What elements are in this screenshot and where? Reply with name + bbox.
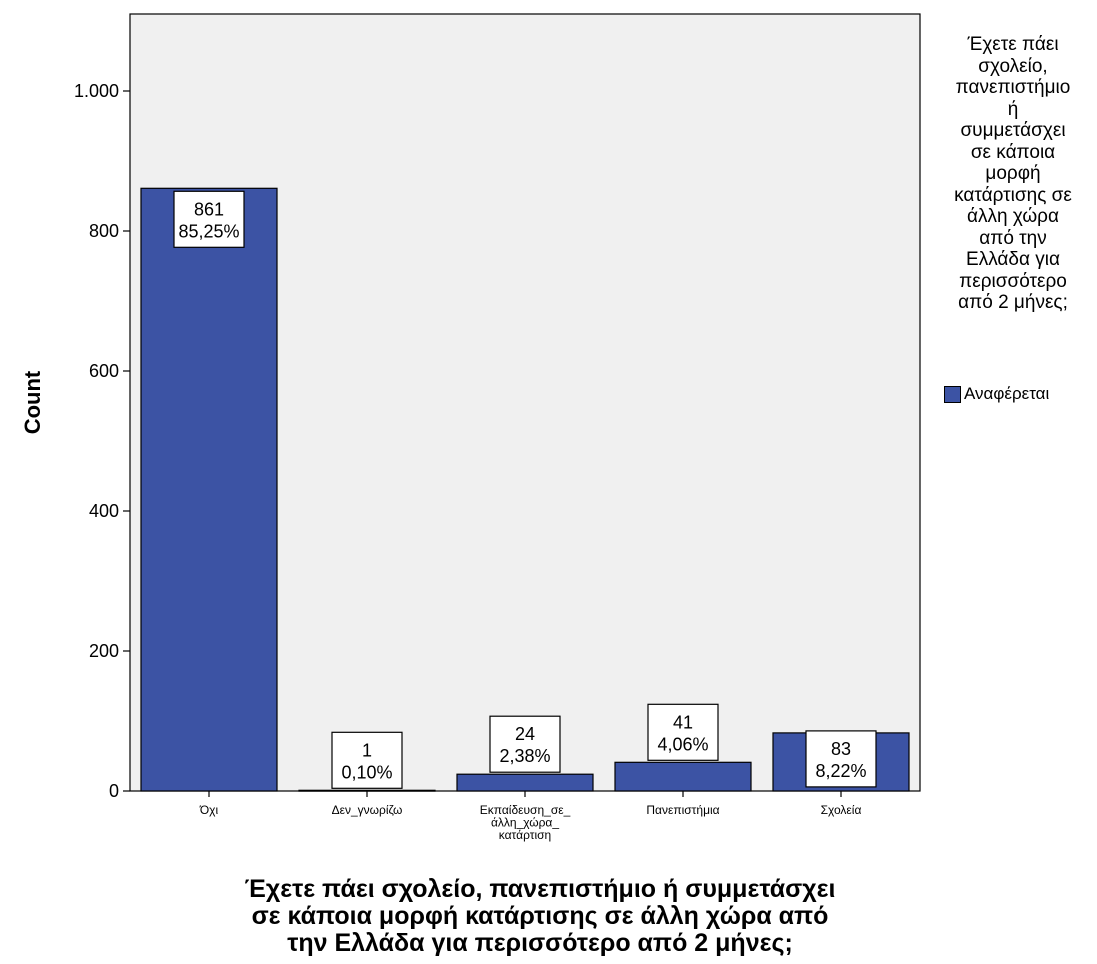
x-axis-title-line: την Ελλάδα για περισσότερο από 2 μήνες; (287, 929, 793, 957)
y-tick-label: 400 (89, 501, 119, 521)
legend-title-line: από την (979, 227, 1047, 249)
bars-group (140, 187, 910, 792)
x-tick-label: Όχι (199, 803, 219, 817)
y-tick-label: 0 (109, 781, 119, 801)
y-tick-label: 800 (89, 221, 119, 241)
data-label-percent: 4,06% (657, 734, 708, 754)
legend-title-line: Ελλάδα για (966, 249, 1060, 270)
x-axis-title-line: σε κάποια μορφή κατάρτισης σε άλλη χώρα … (251, 902, 829, 930)
legend-title-line: Έχετε πάει (967, 34, 1059, 55)
legend-title-line: ή (1007, 98, 1019, 120)
bar (140, 187, 278, 792)
x-tick-label: Δεν_γνωρίζω (332, 803, 403, 817)
legend-entry-label: Αναφέρεται (964, 384, 1050, 403)
data-label-box (647, 703, 719, 761)
data-label-count: 1 (362, 740, 372, 760)
bar (456, 773, 594, 792)
y-axis-title: Count (20, 370, 45, 434)
y-axis: 0 200 400 600 800 1.000 (74, 81, 130, 801)
data-label-count: 24 (515, 724, 535, 744)
legend-title-line: συμμετάσχει (960, 120, 1066, 141)
data-label-box (331, 731, 403, 789)
legend-swatch (944, 385, 961, 403)
y-tick-label: 600 (89, 361, 119, 381)
bar (298, 789, 436, 792)
legend-title-line: από 2 μήνες; (958, 292, 1068, 313)
data-label-percent: 85,25% (178, 221, 239, 241)
legend-entry: Αναφέρεται (944, 384, 1049, 404)
data-label-count: 41 (673, 712, 693, 732)
bar (614, 761, 752, 792)
x-axis: Όχι Δεν_γνωρίζω Εκπαίδευση_σε_ άλλη_χώρα_ κα… (199, 791, 862, 842)
x-tick-label: Σχολεία (821, 803, 862, 817)
x-tick-label: Εκπαίδευση_σε_ άλλη_χώρα_ κατάρτιση (480, 803, 571, 842)
data-label-percent: 0,10% (341, 762, 392, 782)
data-label-box (489, 715, 561, 773)
data-label-percent: 2,38% (499, 746, 550, 766)
data-label-box (173, 190, 245, 248)
x-tick-label: Πανεπιστήμια (646, 803, 719, 817)
data-label-box (805, 730, 877, 788)
x-axis-title: Έχετε πάει σχολείο, πανεπιστήμιο ή συμμε… (120, 876, 960, 957)
data-label-percent: 8,22% (815, 761, 866, 781)
data-label-count: 83 (831, 739, 851, 759)
legend-title-line: κατάρτισης σε (954, 184, 1072, 206)
legend-title-line: μορφή (985, 163, 1041, 184)
legend-title-line: σχολείο, (978, 55, 1048, 77)
data-label-count: 861 (194, 199, 224, 219)
x-axis-title-line: Έχετε πάει σχολείο, πανεπιστήμιο ή συμμε… (244, 875, 836, 903)
legend-title-line: άλλη χώρα (967, 206, 1059, 227)
legend-title-line: περισσότερο (959, 270, 1067, 292)
y-tick-label: 1.000 (74, 81, 119, 101)
legend-title: Έχετε πάει σχολείο, πανεπιστήμιο ή συμμετάσχ… (928, 34, 1097, 314)
y-tick-label: 200 (89, 641, 119, 661)
legend-title-line: σε κάποια (970, 141, 1056, 163)
legend-title-line: πανεπιστήμιο (955, 77, 1071, 98)
